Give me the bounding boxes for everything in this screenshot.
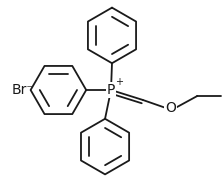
- Text: +: +: [115, 77, 123, 87]
- Text: Br⁻: Br⁻: [11, 83, 34, 97]
- Text: O: O: [165, 101, 176, 115]
- Text: P: P: [107, 83, 115, 97]
